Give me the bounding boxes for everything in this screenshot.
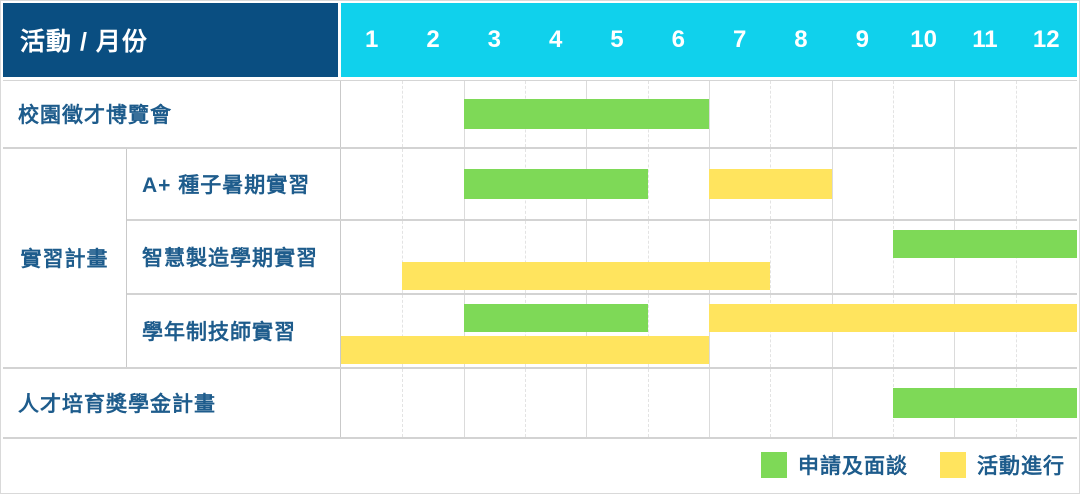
month-gridline [893, 81, 894, 147]
gantt-subrow: 學年制技師實習 [127, 295, 1077, 367]
gantt-group-row: 實習計畫 A+ 種子暑期實習 智慧製造學期實習 學年制技師實習 [3, 149, 1077, 369]
gantt-row: 校園徵才博覽會 [3, 81, 1077, 149]
chart-body: 校園徵才博覽會 實習計畫 A+ 種子暑期實習 智慧製造學期實習 學年制技師實習 人才培育獎… [3, 80, 1077, 439]
gantt-bar-yellow [709, 169, 832, 199]
month-header-cell-11: 11 [972, 26, 998, 53]
corner-header: 活動 / 月份 [3, 3, 338, 77]
month-header-cell-9: 9 [855, 26, 869, 53]
month-gridline [402, 369, 404, 437]
row-label: 人才培育獎學金計畫 [3, 369, 341, 437]
gantt-track [341, 295, 1077, 367]
legend-item-yellow: 活動進行 [940, 450, 1065, 480]
month-gridline [463, 369, 465, 437]
legend-item-green: 申請及面談 [761, 450, 908, 480]
month-gridline [647, 295, 649, 367]
month-gridline [709, 221, 710, 293]
month-gridline [709, 81, 710, 147]
month-gridline [402, 295, 404, 367]
month-gridline [893, 149, 894, 219]
gantt-track [341, 369, 1077, 437]
month-header-cell-6: 6 [671, 26, 685, 53]
gantt-row: 人才培育獎學金計畫 [3, 369, 1077, 439]
legend: 申請及面談 活動進行 [3, 440, 1077, 489]
gantt-bar-green [893, 388, 1077, 418]
month-header-cell-12: 12 [1032, 26, 1060, 53]
month-gridline [647, 149, 649, 219]
month-header-cell-1: 1 [364, 26, 379, 53]
month-gridline [463, 221, 465, 293]
month-header-cell-3: 3 [487, 26, 501, 53]
gantt-bar-green [463, 99, 709, 129]
row-label: 校園徵才博覽會 [3, 81, 341, 147]
month-gridline [402, 149, 404, 219]
month-gridline [402, 81, 404, 147]
month-header: 1 2 3 4 5 6 7 8 9 10 11 12 [341, 3, 1077, 77]
month-gridline [525, 369, 526, 437]
month-gridline [770, 81, 772, 147]
subrow-label: 智慧製造學期實習 [127, 221, 341, 293]
month-gridline [586, 369, 588, 437]
month-gridline [770, 221, 772, 293]
group-label: 實習計畫 [3, 149, 127, 367]
gantt-track [341, 149, 1077, 219]
month-gridline [402, 221, 404, 293]
gantt-bar-green [463, 304, 648, 332]
gantt-track [341, 81, 1077, 147]
legend-swatch-yellow [940, 451, 966, 478]
gantt-track [341, 221, 1077, 293]
month-header-cell-8: 8 [794, 26, 808, 53]
month-gridline [954, 149, 956, 219]
gantt-bar-yellow [341, 336, 709, 364]
month-header-cell-7: 7 [732, 26, 747, 53]
month-header-cell-4: 4 [548, 26, 563, 53]
gantt-subrow: 智慧製造學期實習 [127, 221, 1077, 295]
month-gridline [770, 369, 772, 437]
month-gridline [831, 221, 833, 293]
subrow-label: A+ 種子暑期實習 [127, 149, 341, 219]
month-header-cell-2: 2 [426, 26, 440, 53]
month-gridline [831, 369, 833, 437]
group-subrows: A+ 種子暑期實習 智慧製造學期實習 學年制技師實習 [127, 149, 1077, 367]
month-gridline [831, 149, 833, 219]
month-gridline [586, 221, 588, 293]
month-gridline [1015, 81, 1017, 147]
month-gridline [1015, 149, 1017, 219]
gantt-bar-green [463, 169, 648, 199]
gantt-bar-yellow [402, 262, 771, 290]
gantt-subrow: A+ 種子暑期實習 [127, 149, 1077, 221]
subrow-label: 學年制技師實習 [127, 295, 341, 367]
gantt-bar-yellow [709, 304, 1077, 332]
month-header-cell-5: 5 [610, 26, 624, 53]
legend-label: 申請及面談 [798, 454, 908, 478]
month-header-cell-10: 10 [910, 26, 937, 53]
legend-swatch-green [761, 451, 787, 478]
month-gridline [831, 81, 833, 147]
gantt-bar-green [893, 230, 1077, 258]
month-gridline [647, 369, 649, 437]
month-gridline [954, 81, 956, 147]
month-gridline [647, 221, 649, 293]
month-gridline [525, 221, 526, 293]
month-gridline [709, 369, 710, 437]
legend-label: 活動進行 [977, 454, 1065, 478]
